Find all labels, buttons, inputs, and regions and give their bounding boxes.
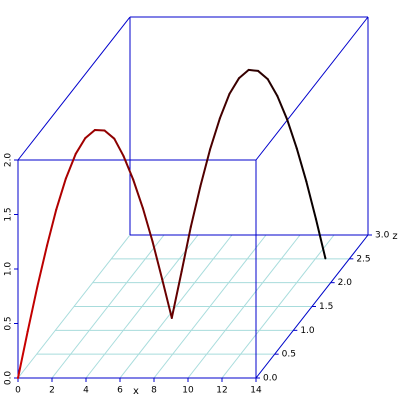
curve-point	[103, 129, 106, 132]
z-tick-label: 2.0	[338, 278, 353, 288]
curve-point	[324, 257, 327, 260]
curve-point	[199, 184, 202, 187]
curve-point	[257, 69, 260, 72]
curve-point	[122, 155, 125, 158]
curve-point	[36, 285, 39, 288]
curve-point	[46, 244, 49, 247]
axes: 0 2 4 6 8 10 12 14 x 0.0 0.5 1.0 1.5 2.0 0.0 0.5 1.0 1.5 2…	[4, 153, 398, 397]
floor-grid	[17, 234, 369, 379]
z-axis-label: z	[392, 231, 397, 242]
z-tick-label: 2.5	[356, 254, 370, 264]
curve-point	[247, 68, 250, 71]
curve-point	[276, 95, 279, 98]
x-tick-label: 6	[117, 386, 123, 396]
x-tick-label: 0	[15, 386, 21, 396]
curve-point	[55, 208, 58, 211]
x-tick-label: 14	[250, 386, 262, 396]
x-tick-label: 4	[83, 386, 89, 396]
curve-point	[161, 278, 164, 281]
x-tick-label: 10	[182, 386, 194, 396]
curve-point	[26, 330, 29, 333]
box-edge	[17, 16, 131, 161]
z-tick-label: 1.0	[300, 326, 315, 336]
curve-point	[74, 152, 77, 155]
curve-point	[238, 77, 241, 80]
y-tick-label: 0.0	[4, 371, 14, 386]
x-tick-label: 8	[151, 386, 157, 396]
curve-point	[84, 137, 87, 140]
curve-point	[228, 92, 231, 95]
curve-point	[64, 177, 67, 180]
plot	[17, 68, 327, 379]
curve-point	[295, 147, 298, 150]
box-edge	[255, 16, 369, 161]
z-tick-label: 0.0	[263, 374, 278, 384]
y-tick-label: 1.0	[4, 262, 14, 277]
z-tick-label: 1.5	[319, 302, 333, 312]
curve-point	[141, 207, 144, 210]
curve-point	[151, 240, 154, 243]
curve-point	[209, 148, 212, 151]
box	[17, 16, 369, 379]
x-tick-label: 2	[49, 386, 55, 396]
curve-point	[113, 137, 116, 140]
z-tick-label: 3.0	[375, 231, 390, 241]
curve-point	[17, 377, 19, 379]
curve-point	[93, 128, 96, 131]
curve-point	[266, 78, 269, 81]
curve-point	[132, 178, 135, 181]
z-tick-label: 0.5	[282, 350, 296, 360]
curve-point	[180, 270, 183, 273]
curve-point	[286, 118, 289, 121]
x-tick-label: 12	[216, 386, 227, 396]
curve-point	[314, 218, 317, 221]
curve	[17, 68, 327, 379]
curve-point	[218, 117, 221, 120]
curve-point	[170, 316, 173, 319]
x-axis-label: x	[133, 386, 139, 397]
y-tick-label: 0.5	[4, 316, 14, 330]
y-tick-label: 2.0	[4, 153, 14, 168]
y-tick-label: 1.5	[4, 207, 14, 221]
curve-point	[189, 225, 192, 228]
curve-point	[305, 180, 308, 183]
